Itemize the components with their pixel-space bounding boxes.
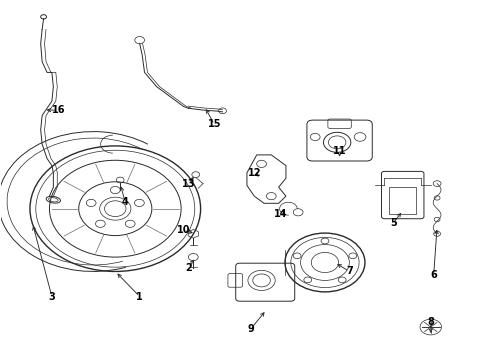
Text: 1: 1 — [136, 292, 143, 302]
Text: 8: 8 — [427, 317, 433, 327]
Text: 12: 12 — [247, 168, 261, 178]
Text: 5: 5 — [389, 218, 396, 228]
Text: 3: 3 — [48, 292, 55, 302]
Text: 6: 6 — [429, 270, 436, 280]
Text: 16: 16 — [51, 105, 65, 115]
Bar — [388, 187, 415, 214]
Text: 7: 7 — [345, 266, 352, 276]
Text: 2: 2 — [184, 263, 191, 273]
Text: 4: 4 — [122, 197, 128, 207]
Text: 14: 14 — [274, 209, 287, 219]
Text: 13: 13 — [182, 179, 195, 189]
Text: 15: 15 — [207, 120, 221, 129]
Text: 9: 9 — [247, 324, 254, 334]
Text: 11: 11 — [332, 146, 346, 156]
Text: 10: 10 — [177, 225, 190, 235]
